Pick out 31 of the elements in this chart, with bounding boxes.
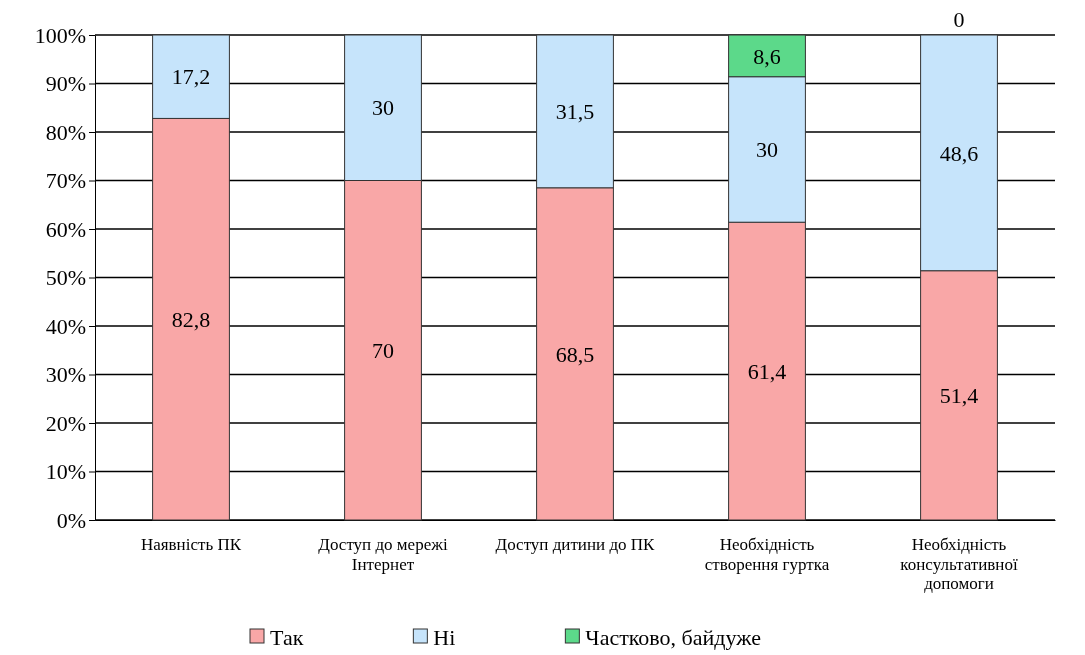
legend-label: Частково, байдуже [585,624,761,650]
y-tick-label: 40% [45,313,86,339]
y-tick-label: 0% [56,507,86,533]
x-tick-label: Доступ до мережі Інтернет [318,535,448,574]
y-tick-label: 50% [45,265,86,291]
data-label: 48,6 [939,140,979,166]
x-tick-label: Доступ дитини до ПК [495,535,656,555]
data-label: 61,4 [747,358,787,384]
data-label: 31,5 [555,99,595,125]
y-tick-label: 90% [45,71,86,97]
data-label: 51,4 [939,383,979,409]
data-label: 17,2 [171,64,211,90]
y-tick-label: 20% [45,410,86,436]
x-tick-label: Необхідність створення гуртка [704,535,830,574]
x-tick-label: Необхідність консультативної допомоги [900,535,1018,594]
data-label: 30 [372,95,394,121]
data-label: 82,8 [171,306,211,332]
y-tick-label: 10% [45,459,86,485]
data-label: 70 [372,337,394,363]
data-label: 68,5 [555,341,595,367]
data-label: 8,6 [753,43,781,69]
legend-label: Ні [433,624,456,650]
y-tick-label: 70% [45,168,86,194]
y-tick-label: 100% [34,22,86,48]
y-tick-label: 80% [45,119,86,145]
legend-label: Так [270,624,304,650]
data-label: 0 [953,6,965,32]
data-label: 30 [756,137,778,163]
y-tick-label: 60% [45,216,86,242]
x-tick-label: Наявність ПК [140,535,242,555]
y-tick-label: 30% [45,362,86,388]
